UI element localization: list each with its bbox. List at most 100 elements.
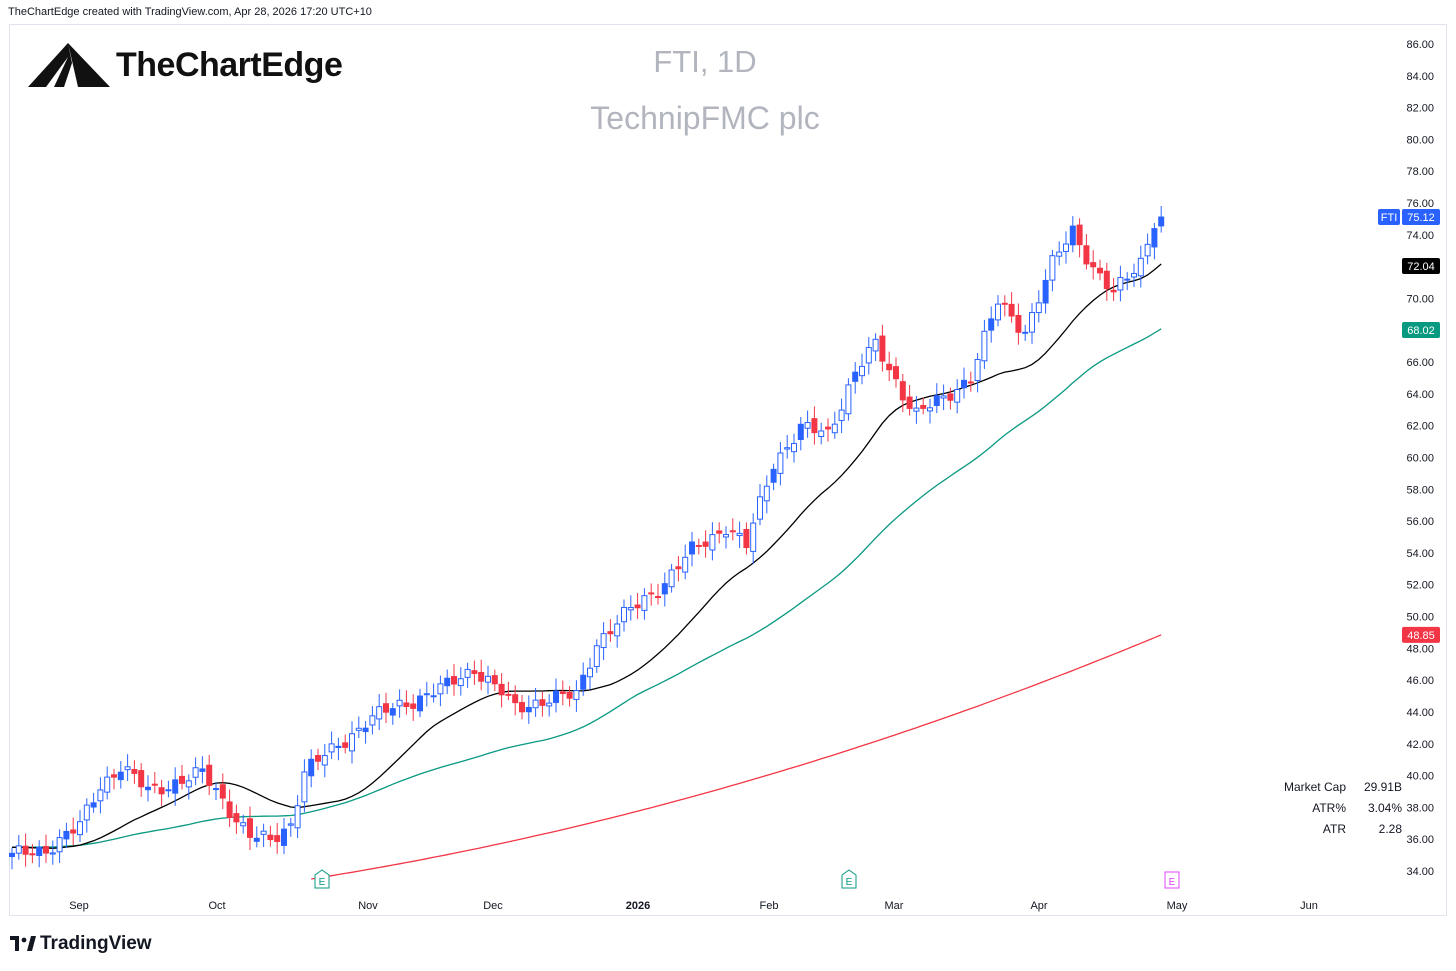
candle-body xyxy=(587,667,593,678)
candle-body xyxy=(145,786,151,791)
candle-body xyxy=(124,766,131,771)
candle-body xyxy=(457,678,464,687)
y-tick-label: 70.00 xyxy=(1406,293,1434,305)
candle xyxy=(179,765,185,790)
candle xyxy=(546,694,553,717)
y-tick-label: 52.00 xyxy=(1406,580,1434,592)
candle xyxy=(1103,262,1110,301)
ma-long-tag-bg xyxy=(1402,626,1440,643)
candle-body xyxy=(172,779,179,794)
candle-body xyxy=(117,771,124,781)
candle xyxy=(1069,216,1076,253)
candle xyxy=(29,844,36,864)
candle-body xyxy=(859,365,865,377)
candle-body xyxy=(90,802,97,808)
ma-short-tag-text: 72.04 xyxy=(1407,261,1435,273)
candle-body xyxy=(933,395,940,406)
candle xyxy=(811,406,818,445)
candle-body xyxy=(383,703,389,713)
candlesticks xyxy=(9,206,1165,870)
candle xyxy=(879,324,886,372)
candle xyxy=(668,564,675,593)
candle xyxy=(464,662,471,688)
candle xyxy=(825,418,831,442)
ma-long-line xyxy=(311,634,1162,880)
candle-body xyxy=(1137,257,1144,277)
x-tick-label: Apr xyxy=(1030,900,1047,912)
candle xyxy=(573,680,580,712)
candle xyxy=(777,442,784,486)
candle-body xyxy=(1076,224,1083,246)
candle xyxy=(859,353,865,385)
candle-body xyxy=(519,702,525,713)
candle xyxy=(260,823,267,848)
candle-body xyxy=(430,695,437,698)
candle-body xyxy=(872,338,879,352)
y-tick-label: 66.00 xyxy=(1406,357,1434,369)
candle-body xyxy=(1042,279,1049,304)
ma-short-tag: 72.04 xyxy=(1402,258,1440,275)
candle-body xyxy=(1090,262,1097,268)
candle xyxy=(97,777,104,814)
y-tick-label: 50.00 xyxy=(1406,612,1434,624)
candle xyxy=(723,526,729,549)
candle xyxy=(321,743,328,778)
candle xyxy=(471,660,478,685)
x-tick-label: Feb xyxy=(760,900,779,912)
candle xyxy=(906,385,913,416)
candle xyxy=(818,422,825,445)
brand-name: TheChartEdge xyxy=(116,45,343,84)
y-tick-label: 84.00 xyxy=(1406,71,1434,83)
candle-body xyxy=(192,767,199,778)
candle-body xyxy=(750,522,757,552)
candle xyxy=(702,530,709,558)
y-tick-label: 58.00 xyxy=(1406,484,1434,496)
candle-body xyxy=(797,423,804,440)
candle-body xyxy=(845,384,852,415)
candle xyxy=(716,522,723,544)
candle-body xyxy=(36,846,43,856)
last-price-tag: 75.12 xyxy=(1402,209,1440,226)
candle-body xyxy=(22,845,29,855)
candle xyxy=(301,759,308,813)
candle-body xyxy=(301,771,308,803)
candle-body xyxy=(15,845,22,854)
candle xyxy=(478,659,485,691)
ma-long-tag-text: 48.85 xyxy=(1407,630,1435,642)
chart-symbol-title: FTI, 1D xyxy=(653,44,757,79)
stat-label: Market Cap xyxy=(1283,779,1346,794)
candle-body xyxy=(342,742,349,748)
candle xyxy=(213,782,219,801)
candle xyxy=(274,822,281,854)
candle-body xyxy=(151,783,158,786)
candle xyxy=(308,749,315,788)
candle xyxy=(63,822,70,849)
candle xyxy=(1124,272,1131,291)
candle-body xyxy=(274,835,281,842)
candle xyxy=(899,374,906,413)
candle xyxy=(410,694,417,721)
candle xyxy=(117,761,124,789)
candle xyxy=(1056,241,1063,266)
earnings-marker-box xyxy=(1164,871,1180,889)
candle-body xyxy=(634,604,641,609)
candle-body xyxy=(1022,331,1029,334)
candle xyxy=(267,825,274,847)
ma-mid-tag: 68.02 xyxy=(1402,321,1440,338)
candle xyxy=(56,829,63,863)
candle-body xyxy=(491,675,498,685)
candle xyxy=(451,664,457,696)
stat-value: 29.91B xyxy=(1363,779,1402,794)
candle xyxy=(444,669,451,695)
candle xyxy=(872,333,879,362)
candle-body xyxy=(784,447,791,450)
candle-body xyxy=(308,758,315,777)
candle-body xyxy=(478,671,485,682)
candle-body xyxy=(1015,314,1022,333)
candle xyxy=(797,417,804,451)
candle xyxy=(695,538,702,555)
candle-body xyxy=(607,631,614,635)
candle xyxy=(253,826,260,848)
tradingview-footer[interactable]: TradingView xyxy=(10,933,152,955)
